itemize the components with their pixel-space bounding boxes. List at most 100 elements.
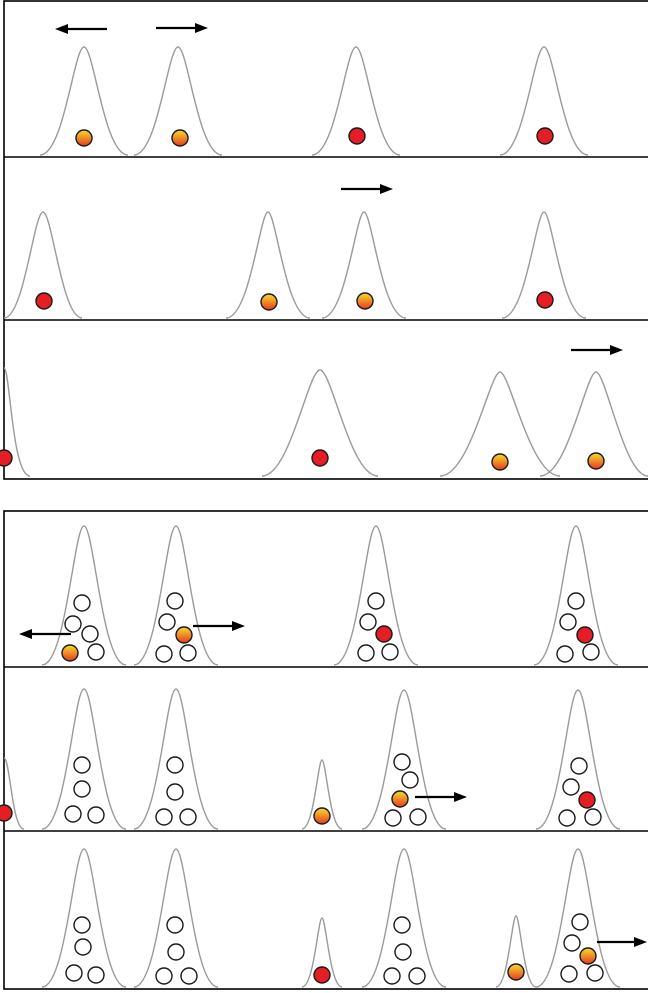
peak xyxy=(535,848,621,988)
empty-site xyxy=(179,644,197,662)
red-particle xyxy=(313,966,331,984)
gradient-particle xyxy=(61,644,79,662)
empty-site xyxy=(158,613,176,631)
empty-site xyxy=(166,592,184,610)
empty-site xyxy=(64,615,82,633)
empty-site xyxy=(167,943,185,961)
empty-site xyxy=(567,592,585,610)
empty-site xyxy=(383,967,401,985)
red-particle xyxy=(578,791,596,809)
red-particle xyxy=(35,292,53,310)
empty-site xyxy=(393,753,411,771)
gradient-particle xyxy=(171,129,189,147)
empty-site xyxy=(393,916,411,934)
empty-site xyxy=(586,964,604,982)
empty-site xyxy=(359,613,377,631)
gradient-particle xyxy=(260,293,278,311)
bottom-group xyxy=(0,510,648,990)
peak xyxy=(311,46,401,156)
empty-site xyxy=(155,967,173,985)
empty-site xyxy=(556,645,574,663)
gradient-particle xyxy=(75,129,93,147)
empty-site xyxy=(562,778,580,796)
empty-site xyxy=(155,645,173,663)
empty-site xyxy=(87,966,105,984)
peak xyxy=(321,211,407,319)
bottom-row-1 xyxy=(19,525,619,666)
peak xyxy=(261,369,379,477)
empty-site xyxy=(558,809,576,827)
empty-site xyxy=(73,916,91,934)
peak xyxy=(539,371,648,477)
top-row-2 xyxy=(3,184,587,319)
right-arrow xyxy=(597,937,647,947)
empty-site xyxy=(560,965,578,983)
gradient-particle xyxy=(491,453,509,471)
peak xyxy=(225,211,311,319)
empty-site xyxy=(166,916,184,934)
right-arrow xyxy=(415,792,467,802)
peak xyxy=(333,525,419,666)
top-group xyxy=(0,0,648,480)
empty-site xyxy=(571,913,589,931)
right-arrow xyxy=(156,23,208,33)
empty-site xyxy=(408,967,426,985)
peak xyxy=(533,525,619,666)
empty-site xyxy=(73,780,91,798)
red-particle xyxy=(0,804,13,822)
bottom-group-frame xyxy=(3,510,648,990)
peak xyxy=(133,688,219,830)
right-arrow xyxy=(341,184,393,194)
right-arrow xyxy=(193,621,245,631)
peak xyxy=(41,848,127,988)
top-row-1 xyxy=(39,23,589,156)
peak xyxy=(133,848,219,988)
red-particle xyxy=(576,626,594,644)
peak xyxy=(301,759,343,830)
bottom-row-3 xyxy=(41,848,647,988)
bottom-row-2 xyxy=(0,688,621,830)
right-arrow xyxy=(571,345,623,355)
peak xyxy=(361,848,447,988)
gradient-particle xyxy=(507,963,525,981)
peak xyxy=(499,46,589,156)
peak xyxy=(133,525,219,666)
empty-site xyxy=(73,594,91,612)
peak xyxy=(3,367,31,477)
red-particle xyxy=(536,127,554,145)
empty-site xyxy=(563,934,581,952)
empty-site xyxy=(65,964,83,982)
peak xyxy=(39,46,129,156)
empty-site xyxy=(409,808,427,826)
peak xyxy=(501,211,587,319)
red-particle xyxy=(536,291,554,309)
empty-site xyxy=(179,808,197,826)
red-particle xyxy=(375,625,393,643)
empty-site xyxy=(582,643,600,661)
empty-site xyxy=(394,943,412,961)
red-particle xyxy=(311,449,329,467)
peak xyxy=(133,46,223,156)
empty-site xyxy=(401,771,419,789)
empty-site xyxy=(166,783,184,801)
empty-site xyxy=(357,644,375,662)
peak xyxy=(535,689,621,830)
empty-site xyxy=(74,938,92,956)
gradient-particle xyxy=(587,452,605,470)
peak xyxy=(301,917,343,988)
empty-site xyxy=(367,592,385,610)
gradient-particle xyxy=(175,626,193,644)
empty-site xyxy=(166,756,184,774)
empty-site xyxy=(570,757,588,775)
peak xyxy=(495,915,537,988)
empty-site xyxy=(384,809,402,827)
gradient-particle xyxy=(313,807,331,825)
empty-site xyxy=(180,967,198,985)
empty-site xyxy=(155,808,173,826)
peak xyxy=(3,211,83,319)
peak xyxy=(41,688,127,830)
top-group-frame xyxy=(3,0,648,480)
gradient-particle xyxy=(356,292,374,310)
empty-site xyxy=(87,643,105,661)
